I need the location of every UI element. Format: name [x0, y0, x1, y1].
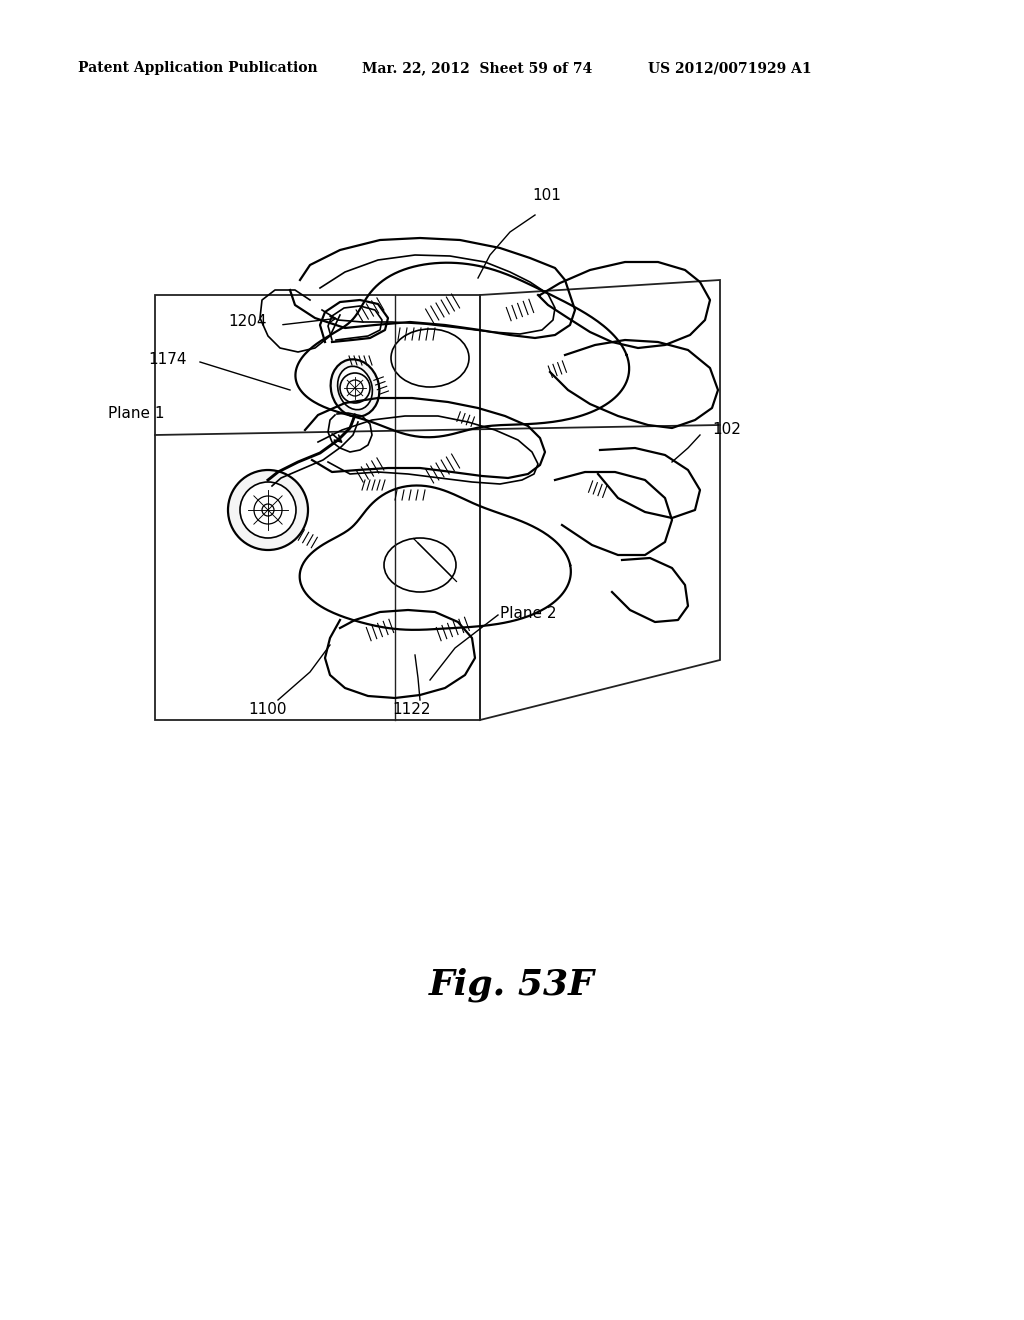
Circle shape: [340, 374, 370, 403]
Text: Patent Application Publication: Patent Application Publication: [78, 61, 317, 75]
Ellipse shape: [338, 366, 373, 409]
Text: 1204: 1204: [228, 314, 266, 330]
Text: Mar. 22, 2012  Sheet 59 of 74: Mar. 22, 2012 Sheet 59 of 74: [362, 61, 592, 75]
Text: 102: 102: [712, 422, 741, 437]
Ellipse shape: [384, 539, 456, 591]
Circle shape: [228, 470, 308, 550]
Text: Plane 2: Plane 2: [500, 606, 556, 622]
Text: Plane 1: Plane 1: [108, 405, 165, 421]
Ellipse shape: [391, 329, 469, 387]
Text: 1122: 1122: [392, 702, 430, 718]
Text: 1174: 1174: [148, 352, 186, 367]
Text: US 2012/0071929 A1: US 2012/0071929 A1: [648, 61, 812, 75]
Ellipse shape: [331, 359, 379, 417]
Text: 1100: 1100: [248, 702, 287, 718]
Text: 101: 101: [532, 187, 561, 203]
Text: Fig. 53F: Fig. 53F: [429, 968, 595, 1002]
Circle shape: [240, 482, 296, 539]
